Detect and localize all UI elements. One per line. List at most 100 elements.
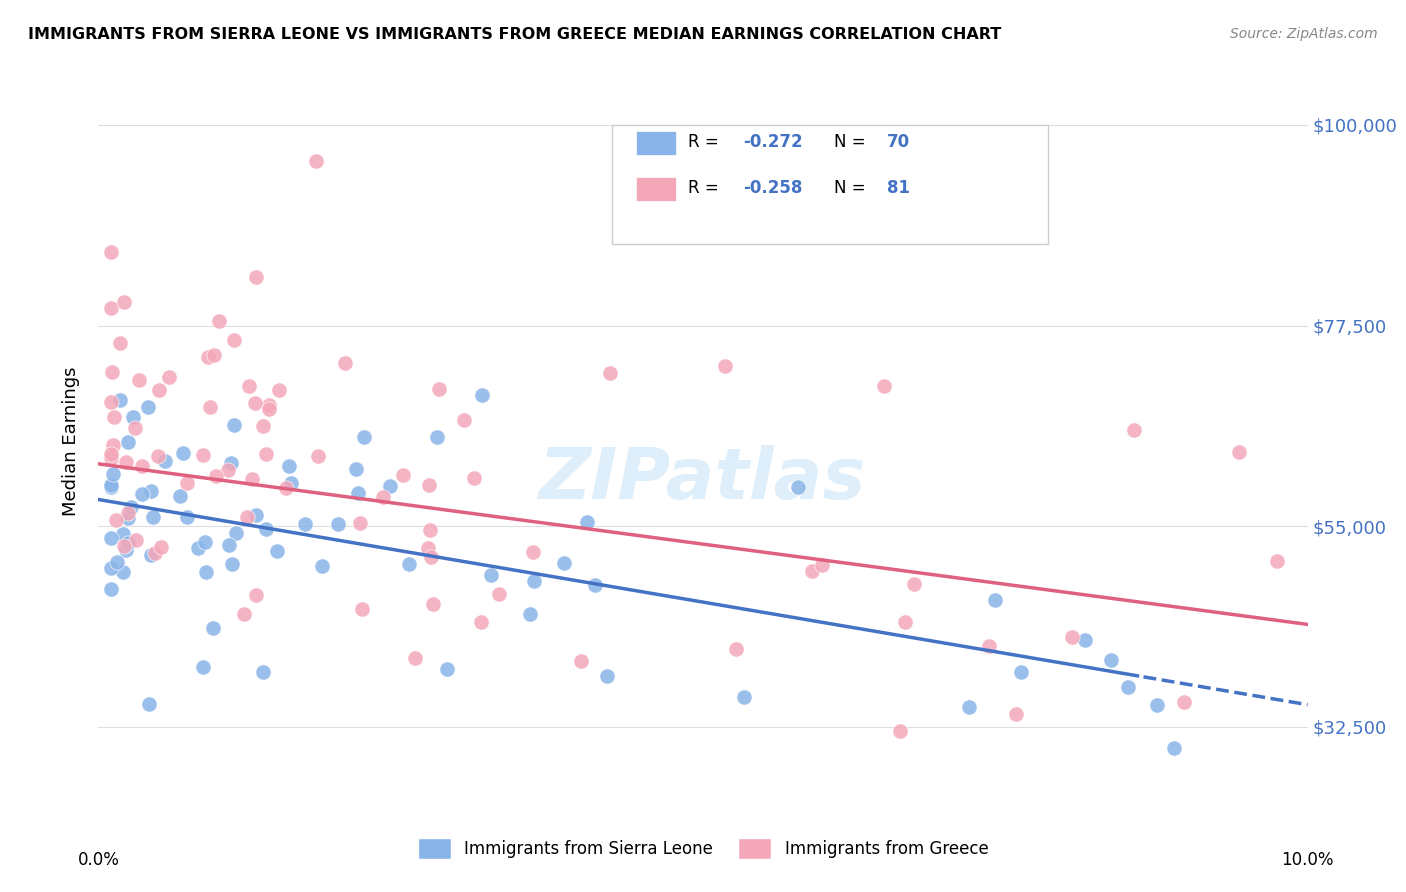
Point (100, 582, 122, 597)
Point (124, 421, 146, 435)
Point (142, 509, 165, 524)
Point (232, 607, 254, 621)
Point (100, 480, 122, 494)
Point (149, 540, 172, 554)
Point (257, 398, 280, 412)
Point (404, 651, 426, 665)
Point (596, 669, 619, 683)
Point (522, 544, 544, 558)
Point (117, 434, 139, 449)
Point (1010, 665, 1032, 679)
Point (420, 549, 443, 564)
Point (243, 396, 266, 410)
Point (176, 509, 198, 524)
Point (957, 700, 980, 714)
Point (352, 602, 374, 616)
Point (219, 457, 242, 471)
Text: 10.0%: 10.0% (1281, 851, 1334, 869)
Text: Source: ZipAtlas.com: Source: ZipAtlas.com (1230, 27, 1378, 41)
Point (194, 535, 217, 549)
Point (333, 356, 356, 370)
Point (169, 489, 191, 503)
Point (346, 485, 368, 500)
Point (553, 556, 575, 570)
Point (236, 510, 259, 524)
Point (131, 459, 153, 474)
Point (120, 500, 142, 515)
Point (238, 379, 260, 393)
Point (101, 365, 124, 379)
Point (252, 418, 274, 433)
Point (117, 506, 139, 520)
Point (172, 446, 194, 460)
Point (1146, 698, 1168, 712)
Point (176, 475, 198, 490)
Point (218, 538, 240, 552)
Point (100, 394, 122, 409)
Point (112, 527, 135, 541)
Text: R =: R = (689, 178, 724, 196)
Point (100, 301, 122, 315)
Point (138, 400, 160, 414)
Point (217, 463, 239, 477)
Point (398, 557, 420, 571)
Point (257, 401, 280, 416)
Point (894, 615, 917, 629)
Text: N =: N = (834, 178, 870, 196)
Point (269, 384, 291, 398)
Point (112, 566, 135, 580)
Point (197, 350, 219, 364)
Point (157, 369, 180, 384)
Text: 70: 70 (887, 133, 910, 151)
Point (463, 471, 485, 485)
Text: 81: 81 (887, 178, 910, 196)
Point (100, 532, 122, 546)
Point (1265, 553, 1288, 567)
Point (112, 295, 135, 310)
Point (131, 487, 153, 501)
Point (418, 541, 440, 555)
Point (110, 393, 132, 408)
Point (245, 588, 267, 602)
Point (276, 481, 298, 495)
Point (1227, 445, 1250, 459)
Point (221, 558, 243, 572)
Text: ZIPatlas: ZIPatlas (540, 445, 866, 514)
Point (191, 448, 214, 462)
Text: R =: R = (689, 133, 724, 151)
Point (202, 348, 225, 362)
Point (419, 524, 441, 538)
Point (256, 447, 278, 461)
Point (349, 516, 371, 531)
Point (1099, 653, 1122, 667)
Point (202, 621, 225, 635)
Point (187, 541, 209, 555)
Point (104, 513, 127, 527)
Point (1173, 695, 1195, 709)
Point (344, 461, 367, 475)
Point (117, 511, 139, 525)
Point (114, 542, 136, 557)
Point (280, 476, 302, 491)
Point (1116, 680, 1139, 694)
Y-axis label: Median Earnings: Median Earnings (62, 367, 80, 516)
Point (583, 578, 606, 592)
Point (195, 565, 218, 579)
Point (1123, 423, 1146, 437)
Point (1060, 630, 1083, 644)
Point (392, 467, 415, 482)
Point (305, 153, 328, 168)
Text: IMMIGRANTS FROM SIERRA LEONE VS IMMIGRANTS FROM GREECE MEDIAN EARNINGS CORRELATI: IMMIGRANTS FROM SIERRA LEONE VS IMMIGRAN… (28, 27, 1001, 42)
Point (208, 314, 231, 328)
Point (245, 269, 267, 284)
Point (100, 451, 122, 466)
Point (599, 366, 621, 380)
Point (138, 697, 160, 711)
Point (436, 662, 458, 676)
Point (984, 593, 1007, 607)
Point (903, 577, 925, 591)
Point (519, 607, 541, 622)
Point (353, 430, 375, 444)
Point (733, 690, 755, 704)
Point (328, 516, 350, 531)
